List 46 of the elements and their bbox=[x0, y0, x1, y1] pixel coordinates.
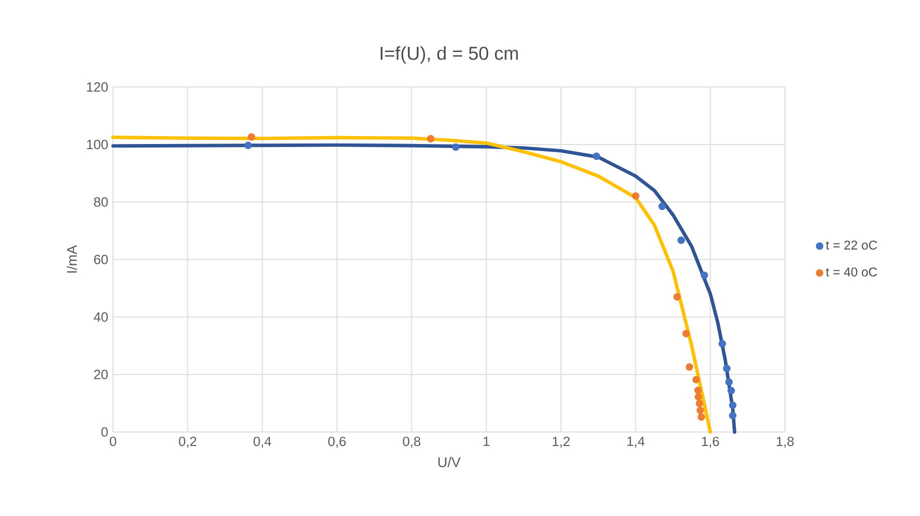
chart-title: I=f(U), d = 50 cm bbox=[380, 46, 518, 64]
point bbox=[700, 272, 708, 280]
point bbox=[729, 402, 736, 409]
y-tick-label: 60 bbox=[94, 254, 108, 264]
point bbox=[698, 413, 706, 421]
point bbox=[426, 135, 434, 142]
legend-label: t = 22 oC bbox=[826, 240, 878, 250]
point bbox=[694, 393, 702, 401]
y-tick-label: 120 bbox=[87, 82, 108, 92]
point bbox=[244, 142, 252, 150]
x-tick-label: 1,4 bbox=[627, 436, 645, 448]
y-axis-title: I/mA bbox=[66, 245, 77, 273]
x-tick-label: 1,2 bbox=[552, 436, 570, 448]
legend-label: t = 40 oC bbox=[826, 267, 878, 276]
x-tick-label: 1,8 bbox=[776, 436, 794, 448]
point bbox=[677, 236, 685, 244]
point bbox=[718, 340, 726, 348]
point bbox=[696, 400, 704, 408]
y-tick-label: 20 bbox=[94, 370, 108, 380]
y-tick-label: 0 bbox=[101, 427, 108, 437]
point bbox=[694, 386, 702, 394]
x-tick-label: 1,6 bbox=[702, 436, 720, 448]
x-tick-label: 1 bbox=[484, 436, 490, 446]
point bbox=[729, 412, 736, 420]
point bbox=[686, 363, 694, 371]
x-tick-label: 0,2 bbox=[178, 436, 196, 448]
point bbox=[723, 364, 730, 372]
point bbox=[728, 386, 735, 394]
y-tick-label: 100 bbox=[87, 140, 108, 150]
y-tick-label: 40 bbox=[94, 312, 108, 322]
x-tick-label: 0 bbox=[110, 436, 116, 446]
x-tick-label: 0,8 bbox=[402, 436, 420, 448]
x-axis-title: U/V bbox=[438, 456, 461, 468]
x-tick-label: 0,6 bbox=[328, 436, 346, 448]
point bbox=[632, 192, 640, 200]
point bbox=[682, 330, 690, 338]
point bbox=[658, 202, 666, 210]
point bbox=[692, 376, 700, 384]
point bbox=[725, 378, 733, 386]
x-tick-label: 0,4 bbox=[254, 436, 272, 448]
point bbox=[696, 406, 704, 414]
point bbox=[248, 133, 256, 141]
point bbox=[673, 293, 681, 301]
y-tick-label: 80 bbox=[94, 197, 108, 207]
point bbox=[452, 143, 460, 151]
point bbox=[592, 152, 600, 160]
